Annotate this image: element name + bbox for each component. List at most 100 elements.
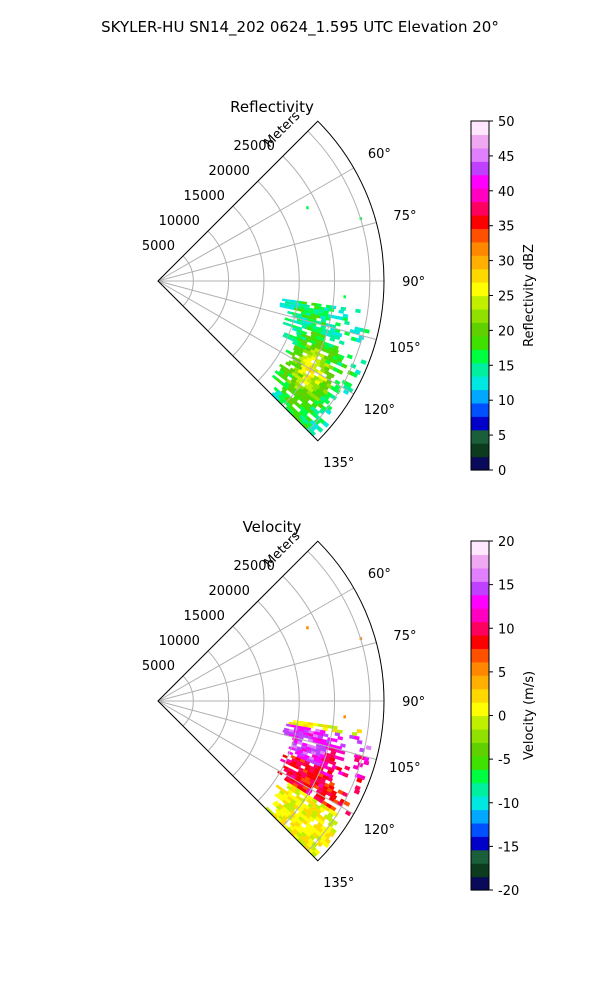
echo-gate — [300, 831, 307, 838]
echo-gate — [295, 831, 303, 838]
echo-gate — [322, 789, 329, 795]
echo-gate — [329, 337, 336, 342]
colorbar-band — [471, 174, 489, 189]
echo-gate — [336, 357, 343, 363]
azimuth-spoke — [157, 280, 354, 395]
echo-gate — [299, 797, 306, 804]
echo-gate — [337, 789, 344, 795]
echo-gate — [285, 802, 292, 808]
echo-gate — [306, 810, 313, 817]
echo-gate — [315, 778, 322, 784]
echo-gate — [313, 767, 320, 773]
echo-gate — [299, 405, 306, 412]
echo-gate — [324, 370, 331, 376]
echo-gate — [326, 776, 333, 783]
echo-gate — [354, 326, 361, 332]
echo-gate — [317, 377, 324, 384]
echo-gate — [303, 396, 310, 403]
echo-gate — [284, 396, 291, 403]
echo-gate — [307, 387, 314, 393]
colorbar-band — [471, 456, 489, 471]
echo-gate — [302, 358, 309, 364]
colorbar-band — [471, 863, 489, 878]
echo-gate — [289, 301, 296, 306]
echo-gate — [308, 768, 315, 774]
echo-gate — [313, 418, 321, 425]
echo-gate — [337, 729, 343, 734]
echo-gate — [353, 788, 361, 795]
colorbar-band — [471, 147, 489, 162]
echo-gate — [363, 760, 370, 766]
echo-gate — [302, 413, 309, 420]
angle-tick-label: 90° — [402, 695, 425, 710]
echo-gate — [352, 764, 359, 770]
range-tick-label: 20000 — [209, 584, 250, 599]
echo-gate — [298, 419, 306, 426]
echo-gate — [306, 326, 312, 331]
echo-gate — [293, 816, 300, 823]
echo-gate — [305, 347, 312, 353]
echo-gate — [309, 372, 316, 379]
echo-gate — [323, 355, 330, 361]
echo-gate — [290, 774, 296, 780]
echo-gate — [303, 322, 310, 328]
range-tick-label: 10000 — [159, 634, 200, 649]
echo-gate — [332, 315, 339, 320]
echo-gate — [328, 796, 335, 803]
echo-gate — [296, 775, 303, 781]
echo-gate — [308, 834, 316, 841]
echo-gate — [342, 313, 349, 319]
echo-gate — [290, 724, 297, 728]
echo-gate — [309, 782, 316, 788]
colorbar-band — [471, 429, 489, 444]
echo-gate — [306, 353, 313, 359]
echo-gate — [320, 825, 327, 832]
echo-gate — [315, 335, 322, 341]
echo-gate — [292, 782, 299, 788]
echo-gate — [323, 398, 331, 405]
echo-gate — [319, 795, 326, 801]
echo-gate — [305, 822, 312, 829]
echo-gate — [316, 822, 323, 829]
echo-gate — [311, 810, 318, 816]
echo-gate — [299, 414, 306, 422]
echo-gate — [287, 770, 294, 776]
echo-gate — [313, 308, 320, 313]
echo-speckle — [306, 626, 309, 630]
echo-gate — [291, 399, 298, 406]
echo-gate — [283, 768, 290, 774]
colorbar-band — [471, 755, 489, 770]
echo-gate — [313, 311, 319, 316]
echo-gate — [324, 765, 331, 771]
colorbar-band — [471, 554, 489, 569]
echo-gate — [338, 756, 345, 762]
echo-gate — [303, 838, 310, 845]
echo-gate — [280, 389, 287, 396]
echo-gate — [328, 308, 335, 313]
echo-gate — [302, 418, 309, 425]
echo-gate — [284, 392, 291, 399]
echo-gate — [290, 754, 297, 760]
echo-gate — [297, 769, 304, 775]
echo-gate — [334, 732, 341, 737]
echo-gate — [343, 800, 351, 807]
echo-gate — [301, 330, 308, 336]
echo-gate — [317, 735, 324, 740]
echo-gate — [328, 372, 335, 379]
echo-gate — [306, 735, 313, 740]
echo-gate — [277, 394, 284, 401]
echo-gate — [323, 345, 330, 351]
echo-gate — [286, 785, 293, 791]
echo-gate — [295, 762, 302, 768]
echo-gate — [279, 790, 285, 796]
echo-gate — [274, 800, 281, 806]
echo-gate — [307, 838, 315, 845]
range-tick-label: 25000 — [233, 139, 274, 154]
colorbar-band — [471, 255, 489, 270]
echo-gate — [316, 755, 323, 761]
echo-gate — [302, 408, 310, 416]
echo-gate — [289, 351, 296, 357]
echo-gate — [295, 798, 302, 805]
echo-gate — [295, 358, 302, 364]
echo-gate — [330, 394, 338, 401]
